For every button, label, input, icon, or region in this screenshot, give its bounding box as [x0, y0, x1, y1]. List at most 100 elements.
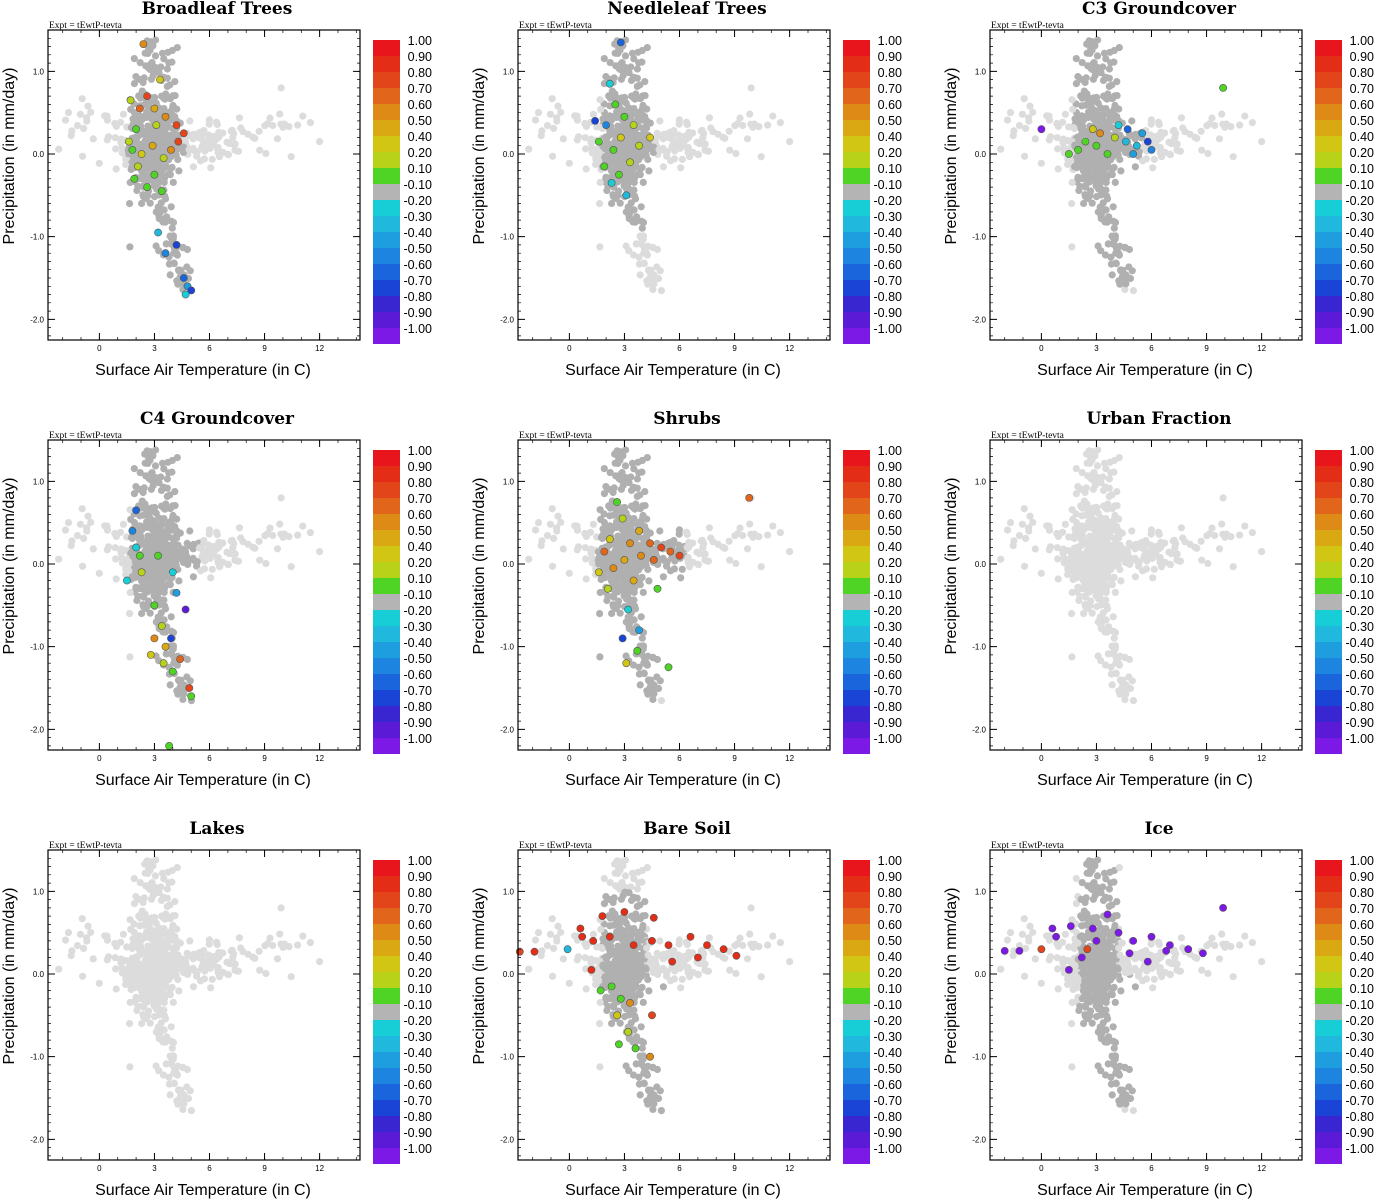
data-point: [596, 653, 604, 661]
data-point: [150, 182, 158, 190]
experiment-label: Expt = tEwtP-tevta: [991, 21, 1065, 31]
data-points-cloud: [525, 36, 794, 295]
data-point: [1218, 110, 1226, 118]
minor-ticks: [48, 30, 360, 340]
data-point: [1025, 527, 1033, 535]
data-point: [159, 954, 167, 962]
colorbar-label: -0.50: [874, 652, 903, 666]
data-point: [606, 128, 614, 136]
data-point: [84, 102, 92, 110]
data-point: [169, 218, 178, 227]
data-point: [187, 1107, 195, 1115]
data-point: [1099, 162, 1107, 170]
data-point: [1003, 526, 1012, 534]
data-point: [1021, 562, 1029, 570]
data-point: [616, 199, 624, 207]
data-point: [134, 113, 142, 121]
data-point: [168, 58, 176, 66]
data-point: [606, 512, 614, 520]
x-tick-label: 0: [567, 344, 572, 353]
data-points-cloud: [55, 856, 324, 1115]
colorbar-label: -0.80: [404, 700, 433, 714]
data-point: [1129, 697, 1137, 705]
highlight-point: [611, 100, 620, 109]
data-point: [1020, 95, 1028, 103]
highlight-point: [165, 742, 173, 750]
data-point: [698, 536, 706, 544]
y-axis-label: Precipitation (in mm/day): [1, 68, 18, 245]
data-point: [609, 193, 618, 201]
data-point: [1099, 199, 1107, 207]
data-point: [1215, 545, 1224, 553]
data-point: [757, 153, 765, 161]
data-point: [633, 65, 642, 73]
data-point: [151, 888, 159, 896]
data-point: [1204, 149, 1212, 158]
x-tick-label: 9: [732, 754, 737, 763]
data-point: [1087, 187, 1095, 195]
data-point: [1110, 58, 1118, 66]
data-point: [1109, 203, 1117, 211]
data-point: [142, 523, 150, 532]
data-point: [152, 579, 160, 587]
colorbar-swatch: [373, 482, 400, 498]
data-point: [141, 562, 149, 570]
data-point: [764, 531, 772, 539]
data-point: [1054, 555, 1062, 563]
colorbar-swatch: [843, 216, 870, 232]
highlight-point: [605, 79, 614, 88]
data-point: [186, 677, 194, 685]
data-point: [1083, 152, 1091, 160]
highlight-point: [156, 75, 164, 84]
colorbar-swatch: [373, 530, 400, 546]
data-point: [185, 966, 193, 974]
colorbar-label: -0.50: [404, 242, 433, 256]
data-point: [256, 556, 264, 564]
data-point: [159, 134, 167, 142]
data-point: [146, 1019, 154, 1027]
data-point: [1026, 102, 1034, 110]
data-point: [651, 546, 659, 554]
colorbar-label: -0.30: [874, 620, 903, 634]
data-point: [68, 127, 76, 135]
plot-frame: [47, 29, 361, 341]
data-point: [174, 131, 182, 139]
colorbar-swatch: [373, 232, 400, 248]
data-point: [239, 948, 247, 956]
data-point: [1110, 224, 1118, 232]
data-point: [597, 515, 605, 524]
data-point: [606, 59, 614, 67]
highlight-point: [594, 137, 603, 146]
data-point: [1227, 533, 1235, 541]
x-tick-label: 3: [1094, 344, 1099, 353]
data-point: [1156, 559, 1164, 567]
highlight-point: [123, 576, 131, 585]
colorbar-swatch: [843, 562, 870, 578]
panel-title: Urban Fraction: [1086, 409, 1231, 429]
colorbar-label: 0.50: [878, 114, 902, 128]
data-point: [1102, 465, 1110, 473]
x-axis-label: Surface Air Temperature (in C): [1037, 772, 1253, 789]
data-point: [656, 527, 664, 535]
data-point: [119, 520, 127, 528]
colorbar-swatch: [373, 328, 400, 344]
data-point: [1054, 145, 1062, 153]
data-point: [654, 274, 663, 283]
data-point: [144, 459, 152, 467]
colorbar-label: 0.50: [408, 114, 432, 128]
colorbar-label: -0.40: [1346, 636, 1374, 650]
data-point: [151, 52, 160, 60]
highlight-point: [150, 170, 159, 179]
data-point: [573, 112, 581, 120]
data-point: [700, 141, 708, 149]
colorbar-swatch: [1315, 610, 1342, 626]
data-point: [633, 475, 642, 483]
data-point: [732, 149, 740, 158]
data-point: [1092, 592, 1100, 600]
data-point: [1165, 138, 1173, 146]
data-point: [144, 961, 152, 969]
colorbar-swatch: [373, 466, 400, 482]
data-point: [764, 121, 772, 129]
